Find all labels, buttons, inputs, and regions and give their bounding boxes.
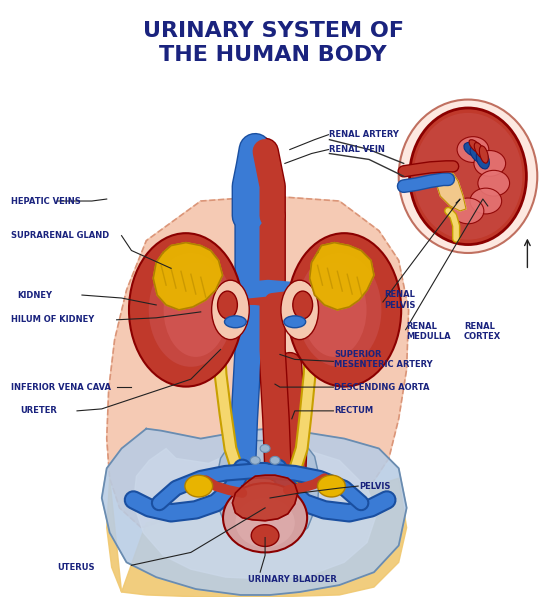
Ellipse shape bbox=[297, 253, 381, 367]
Ellipse shape bbox=[235, 498, 295, 547]
Ellipse shape bbox=[302, 263, 366, 357]
Ellipse shape bbox=[149, 253, 233, 367]
Ellipse shape bbox=[212, 280, 249, 340]
Polygon shape bbox=[437, 163, 466, 211]
Ellipse shape bbox=[129, 233, 243, 386]
Text: RENAL
PELVIS: RENAL PELVIS bbox=[384, 290, 415, 310]
Text: HILUM OF KIDNEY: HILUM OF KIDNEY bbox=[11, 315, 94, 324]
Text: DESCENDING AORTA: DESCENDING AORTA bbox=[334, 383, 430, 392]
Ellipse shape bbox=[474, 151, 505, 176]
Ellipse shape bbox=[293, 291, 312, 319]
Ellipse shape bbox=[224, 316, 246, 328]
Text: UTERUS: UTERUS bbox=[57, 563, 95, 572]
Ellipse shape bbox=[185, 475, 213, 497]
Ellipse shape bbox=[479, 146, 488, 163]
Text: URINARY BLADDER: URINARY BLADDER bbox=[248, 575, 337, 584]
Polygon shape bbox=[310, 242, 374, 310]
Ellipse shape bbox=[470, 146, 486, 163]
Ellipse shape bbox=[476, 150, 490, 169]
Ellipse shape bbox=[318, 475, 345, 497]
Text: PELVIS: PELVIS bbox=[359, 482, 391, 491]
Text: RECTUM: RECTUM bbox=[334, 406, 374, 415]
Ellipse shape bbox=[410, 108, 526, 245]
Ellipse shape bbox=[251, 524, 279, 547]
Ellipse shape bbox=[464, 142, 482, 157]
Ellipse shape bbox=[223, 483, 307, 553]
Text: INFERIOR VENA CAVA: INFERIOR VENA CAVA bbox=[11, 383, 110, 392]
Ellipse shape bbox=[469, 140, 483, 154]
Text: URINARY SYSTEM OF: URINARY SYSTEM OF bbox=[143, 21, 404, 41]
Polygon shape bbox=[102, 428, 406, 595]
Polygon shape bbox=[232, 475, 298, 521]
Ellipse shape bbox=[399, 100, 537, 253]
Ellipse shape bbox=[414, 113, 522, 239]
Text: URETER: URETER bbox=[21, 406, 57, 415]
Text: SUPERIOR
MESENTERIC ARTERY: SUPERIOR MESENTERIC ARTERY bbox=[334, 350, 433, 369]
Ellipse shape bbox=[470, 188, 502, 214]
Text: THE HUMAN BODY: THE HUMAN BODY bbox=[159, 44, 387, 65]
Ellipse shape bbox=[270, 457, 280, 464]
Polygon shape bbox=[107, 478, 406, 597]
Polygon shape bbox=[216, 440, 319, 547]
Ellipse shape bbox=[457, 137, 489, 163]
Ellipse shape bbox=[281, 280, 318, 340]
Text: HEPATIC VEINS: HEPATIC VEINS bbox=[11, 197, 80, 206]
Ellipse shape bbox=[260, 445, 270, 452]
Text: RENAL VEIN: RENAL VEIN bbox=[329, 145, 385, 154]
Text: RENAL ARTERY: RENAL ARTERY bbox=[329, 130, 399, 139]
Polygon shape bbox=[107, 196, 409, 527]
Ellipse shape bbox=[287, 233, 401, 386]
Text: SUPRARENAL GLAND: SUPRARENAL GLAND bbox=[11, 231, 109, 240]
Ellipse shape bbox=[218, 291, 237, 319]
Text: KIDNEY: KIDNEY bbox=[18, 290, 53, 299]
Text: RENAL
CORTEX: RENAL CORTEX bbox=[464, 322, 501, 341]
Ellipse shape bbox=[474, 143, 486, 158]
Ellipse shape bbox=[478, 170, 510, 196]
Ellipse shape bbox=[164, 263, 228, 357]
Ellipse shape bbox=[452, 198, 484, 224]
Text: RENAL
MEDULLA: RENAL MEDULLA bbox=[406, 322, 451, 341]
Polygon shape bbox=[153, 242, 223, 310]
Ellipse shape bbox=[284, 316, 306, 328]
Ellipse shape bbox=[250, 457, 260, 464]
Polygon shape bbox=[133, 443, 377, 579]
